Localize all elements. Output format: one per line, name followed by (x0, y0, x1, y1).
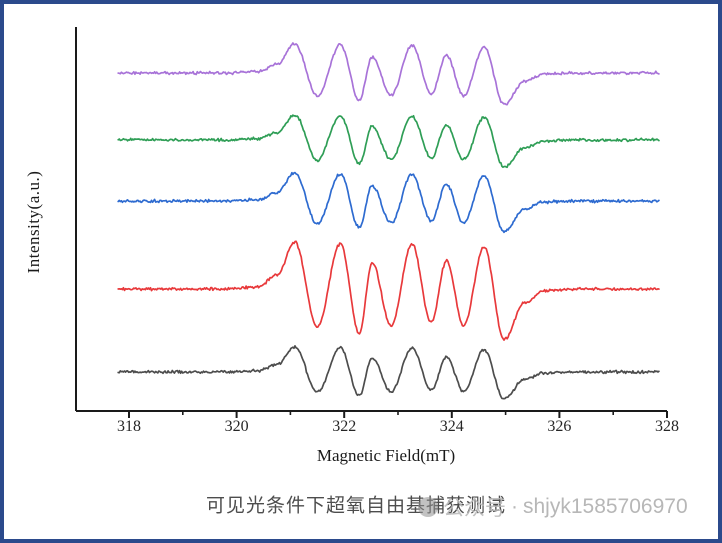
svg-text:320: 320 (225, 418, 249, 435)
epr-spectra-chart: 318 320 322 324 326 328 (75, 27, 679, 435)
svg-text:326: 326 (547, 418, 571, 435)
svg-text:322: 322 (332, 418, 356, 435)
watermark: 公众号 · shjyk1585706970 (418, 492, 688, 522)
watermark-separator: · (511, 495, 518, 518)
svg-text:328: 328 (655, 418, 679, 435)
circle-logo-icon (418, 497, 438, 517)
x-axis-label: Magnetic Field(mT) (316, 446, 456, 465)
y-axis-label: Intensity(a.u.) (24, 170, 43, 274)
svg-text:324: 324 (440, 418, 464, 435)
svg-text:318: 318 (117, 418, 141, 435)
watermark-brand: 公众号 (443, 497, 506, 520)
watermark-id: shjyk1585706970 (523, 495, 688, 518)
